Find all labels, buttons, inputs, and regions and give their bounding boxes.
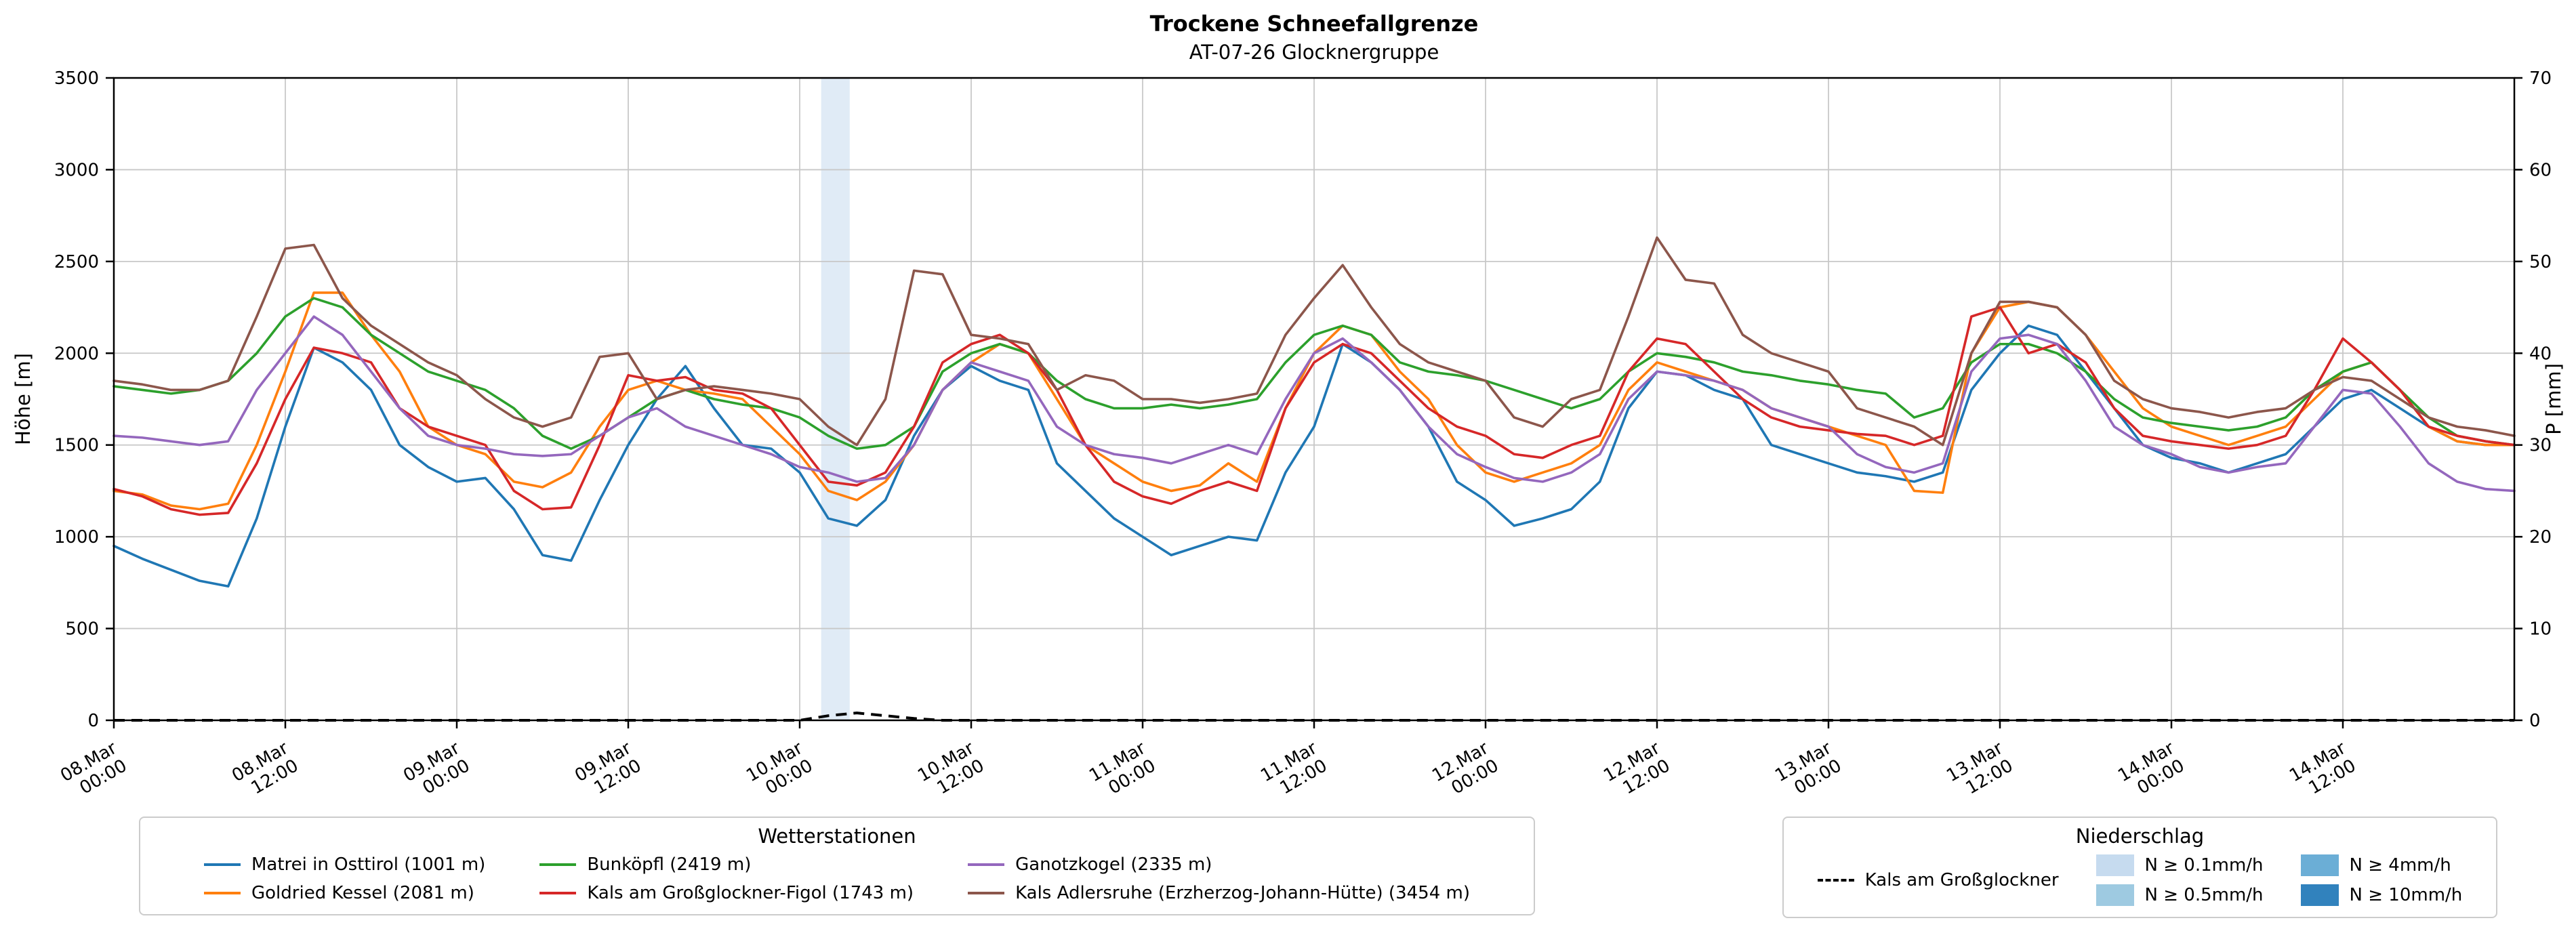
svg-text:10.Mar00:00: 10.Mar00:00: [743, 738, 817, 804]
legend-item-station-bunkoepfl: Bunköpfl (2419 m): [539, 854, 914, 875]
series-line-swatch: [539, 892, 577, 894]
svg-text:1500: 1500: [54, 436, 99, 456]
legend-item-precip-4: N ≥ 4mm/h: [2300, 854, 2463, 876]
precip-patch-swatch: [2095, 854, 2134, 876]
chart-header: Trockene Schneefallgrenze AT-07-26 Glock…: [114, 11, 2514, 64]
legend-stations-grid: Matrei in Osttirol (1001 m) Goldried Kes…: [158, 854, 1516, 903]
legend-item-station-matrei: Matrei in Osttirol (1001 m): [204, 854, 485, 875]
legend-item-precip-line: Kals am Großglockner: [1817, 870, 2059, 890]
legend-item-station-goldried: Goldried Kessel (2081 m): [204, 883, 485, 903]
y-axis-label-right: P [mm]: [2542, 363, 2565, 435]
svg-text:2500: 2500: [54, 252, 99, 272]
svg-text:10.Mar12:00: 10.Mar12:00: [914, 738, 988, 804]
precip-patch-swatch: [2300, 884, 2339, 906]
svg-text:08.Mar00:00: 08.Mar00:00: [57, 738, 131, 804]
legend-item-precip-10: N ≥ 10mm/h: [2300, 884, 2463, 906]
legend-label: Matrei in Osttirol (1001 m): [251, 854, 486, 875]
svg-text:12.Mar12:00: 12.Mar12:00: [1600, 738, 1674, 804]
svg-text:08.Mar12:00: 08.Mar12:00: [228, 738, 302, 804]
series-line: [113, 236, 2516, 447]
legend-precip: Niederschlag Kals am Großglockner N ≥ 0.…: [1782, 817, 2497, 918]
series-line-swatch: [968, 863, 1005, 866]
legend-label: Goldried Kessel (2081 m): [251, 883, 474, 903]
svg-text:0: 0: [2529, 711, 2541, 731]
svg-text:14.Mar00:00: 14.Mar00:00: [2114, 738, 2188, 804]
series-line: [113, 315, 2516, 493]
precip-band: [821, 78, 850, 720]
svg-text:13.Mar12:00: 13.Mar12:00: [1943, 738, 2017, 804]
svg-text:14.Mar12:00: 14.Mar12:00: [2286, 738, 2360, 804]
svg-text:30: 30: [2529, 436, 2552, 456]
svg-text:11.Mar12:00: 11.Mar12:00: [1257, 738, 1331, 804]
precip-patch-swatch: [2300, 854, 2339, 876]
legend-label: Kals Adlersruhe (Erzherzog-Johann-Hütte)…: [1015, 883, 1470, 903]
legend-label: Kals am Großglockner-Figol (1743 m): [587, 883, 914, 903]
svg-text:70: 70: [2529, 68, 2552, 89]
svg-text:0: 0: [87, 711, 99, 731]
legend-item-station-ganotzkogel: Ganotzkogel (2335 m): [968, 854, 1470, 875]
series-line-swatch: [968, 892, 1005, 894]
legend-label: Bunköpfl (2419 m): [587, 854, 752, 875]
svg-text:50: 50: [2529, 252, 2552, 272]
series-line-swatch: [204, 892, 241, 894]
legend-stations-title: Wetterstationen: [758, 825, 916, 848]
legend-item-precip-01: N ≥ 0.1mm/h: [2095, 854, 2264, 876]
svg-text:09.Mar00:00: 09.Mar00:00: [400, 738, 474, 804]
legend-label: Ganotzkogel (2335 m): [1015, 854, 1212, 875]
svg-text:10: 10: [2529, 619, 2552, 640]
legend-label: N ≥ 4mm/h: [2349, 855, 2451, 875]
series-line-swatch: [204, 863, 241, 866]
legend-precip-title: Niederschlag: [2075, 825, 2205, 848]
y-axis-label-left: Höhe [m]: [12, 353, 35, 445]
svg-text:13.Mar00:00: 13.Mar00:00: [1772, 738, 1845, 804]
legend-item-station-adlersruhe: Kals Adlersruhe (Erzherzog-Johann-Hütte)…: [968, 883, 1470, 903]
svg-text:20: 20: [2529, 527, 2552, 548]
series-line: [113, 306, 2516, 516]
legend-label: N ≥ 0.5mm/h: [2144, 885, 2264, 905]
legend-label: Kals am Großglockner: [1864, 870, 2059, 890]
precip-patch-swatch: [2095, 884, 2134, 906]
legend-item-station-kals-figol: Kals am Großglockner-Figol (1743 m): [539, 883, 914, 903]
dashed-line-swatch: [1817, 879, 1854, 882]
line-chart-canvas: 0 500 1000 1500 2000 2500 3000 3500 0 10 20 30 40 50 6…: [12, 68, 2565, 804]
chart-subtitle: AT-07-26 Glocknergruppe: [1189, 41, 1439, 64]
svg-text:500: 500: [65, 619, 99, 640]
svg-text:2000: 2000: [54, 344, 99, 364]
svg-text:60: 60: [2529, 160, 2552, 180]
svg-text:09.Mar12:00: 09.Mar12:00: [571, 738, 645, 804]
svg-text:3000: 3000: [54, 160, 99, 180]
legend-label: N ≥ 0.1mm/h: [2144, 855, 2264, 875]
svg-text:12.Mar00:00: 12.Mar00:00: [1429, 738, 1502, 804]
svg-text:1000: 1000: [54, 527, 99, 548]
series-line: [113, 297, 2516, 450]
legend-stations: Wetterstationen Matrei in Osttirol (1001…: [139, 817, 1535, 915]
chart-title: Trockene Schneefallgrenze: [1149, 11, 1479, 37]
svg-text:11.Mar00:00: 11.Mar00:00: [1086, 738, 1160, 804]
legend-item-precip-05: N ≥ 0.5mm/h: [2095, 884, 2264, 906]
svg-text:40: 40: [2529, 344, 2552, 364]
legend-precip-grid: N ≥ 0.1mm/h N ≥ 0.5mm/h N ≥ 4mm/h N ≥ 10…: [2095, 854, 2463, 906]
legend-precip-row: Kals am Großglockner N ≥ 0.1mm/h N ≥ 0.5…: [1801, 854, 2478, 906]
series-line-swatch: [539, 863, 577, 866]
svg-text:3500: 3500: [54, 68, 99, 89]
legend-label: N ≥ 10mm/h: [2349, 885, 2463, 905]
